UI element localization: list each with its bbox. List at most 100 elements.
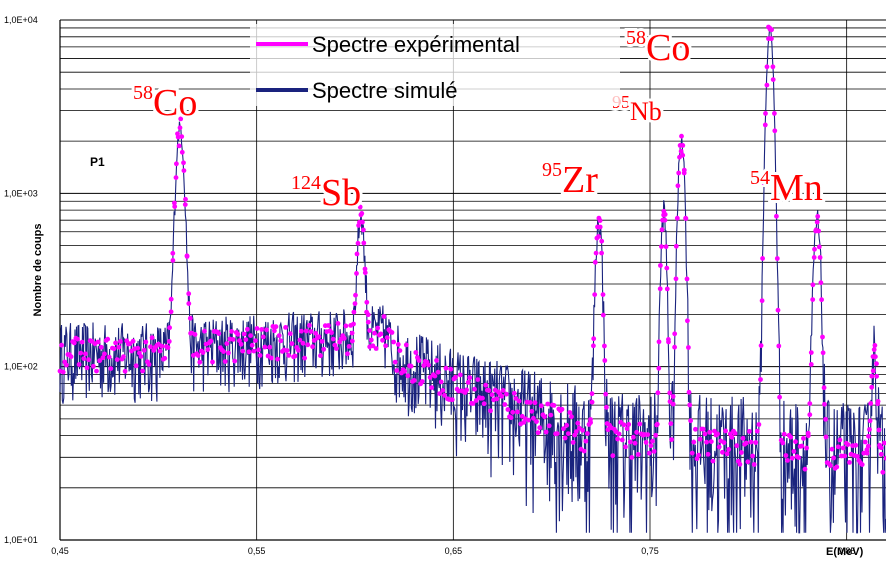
experimental-point [866,434,871,439]
experimental-point [571,440,576,445]
experimental-point [318,353,323,358]
experimental-point [396,342,401,347]
y-tick-label: 1,0E+03 [4,188,38,198]
experimental-point [809,350,814,355]
experimental-point [873,343,878,348]
experimental-point [102,352,107,357]
experimental-point [726,447,731,452]
experimental-point [342,336,347,341]
experimental-point [256,348,261,353]
experimental-point [654,423,659,428]
experimental-point [361,241,366,246]
experimental-point [665,287,670,292]
experimental-point [224,341,229,346]
experimental-point [615,437,620,442]
experimental-point [874,361,879,366]
experimental-point [755,429,760,434]
experimental-point [167,339,172,344]
experimental-point [656,366,661,371]
experimental-point [701,427,706,432]
experimental-point [822,402,827,407]
experimental-point [490,392,495,397]
experimental-point [356,241,361,246]
experimental-point [78,351,83,356]
experimental-point [658,263,663,268]
experimental-point [585,431,590,436]
experimental-point [285,348,290,353]
experimental-point [812,247,817,252]
experimental-point [353,301,358,306]
experimental-point [247,349,252,354]
experimental-point [242,332,247,337]
experimental-point [179,134,184,139]
experimental-point [674,244,679,249]
experimental-point [745,459,750,464]
experimental-point [475,377,480,382]
experimental-point [620,438,625,443]
experimental-point [664,266,669,271]
experimental-point [650,439,655,444]
experimental-point [693,427,698,432]
experimental-point [582,449,587,454]
experimental-point [183,197,188,202]
experimental-point [545,402,550,407]
experimental-point [347,344,352,349]
experimental-point [704,440,709,445]
experimental-point [360,220,365,225]
experimental-point [210,360,215,365]
experimental-point [663,218,668,223]
experimental-point [143,340,148,345]
experimental-point [180,150,185,155]
experimental-point [560,407,565,412]
experimental-point [688,418,693,423]
isotope-symbol: Sb [321,172,361,214]
experimental-point [494,397,499,402]
isotope-label-zr: 95Zr [542,159,598,201]
experimental-point [768,27,773,32]
experimental-point [99,345,104,350]
experimental-point [645,432,650,437]
experimental-point [185,253,190,258]
experimental-point [299,329,304,334]
experimental-point [647,451,652,456]
experimental-point [649,443,654,448]
experimental-point [336,321,341,326]
experimental-point [634,430,639,435]
experimental-point [838,438,843,443]
experimental-point [398,348,403,353]
experimental-point [725,451,730,456]
experimental-point [310,344,315,349]
experimental-point [326,323,331,328]
experimental-point [426,363,431,368]
experimental-point [842,454,847,459]
experimental-point [868,401,873,406]
isotope-mass-number: 95 [542,159,562,181]
y-axis-label: Nombre de coups [32,224,44,317]
experimental-point [819,280,824,285]
experimental-point [116,345,121,350]
experimental-point [680,153,685,158]
experimental-point [685,277,690,282]
experimental-point [526,418,531,423]
experimental-point [730,435,735,440]
experimental-point [622,422,627,427]
experimental-point [590,391,595,396]
experimental-point [537,425,542,430]
experimental-point [517,399,522,404]
experimental-point [807,401,812,406]
experimental-point [394,368,399,373]
y-tick-label: 1,0E+01 [4,535,38,545]
experimental-point [275,357,280,362]
experimental-point [866,444,871,449]
experimental-point [653,433,658,438]
experimental-point [361,228,366,233]
experimental-point [593,260,598,265]
experimental-point [758,377,763,382]
experimental-point [286,353,291,358]
experimental-point [752,462,757,467]
experimental-point [169,309,174,314]
experimental-point [412,378,417,383]
experimental-point [366,312,371,317]
experimental-point [186,301,191,306]
